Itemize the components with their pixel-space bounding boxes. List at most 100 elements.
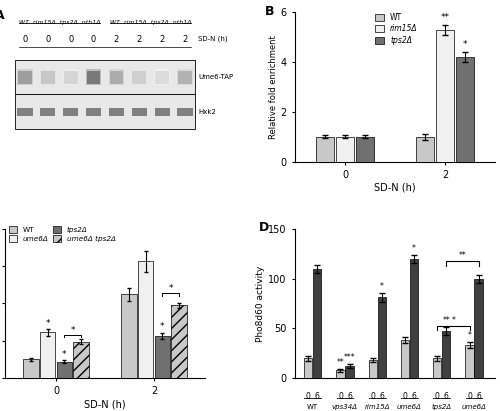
Bar xyxy=(108,69,124,85)
Bar xyxy=(336,370,344,378)
Text: *: * xyxy=(46,319,50,328)
X-axis label: SD-N (h): SD-N (h) xyxy=(374,183,416,193)
Text: *: * xyxy=(468,331,471,340)
Text: *: * xyxy=(380,282,384,291)
Bar xyxy=(456,57,474,162)
Bar xyxy=(416,137,434,162)
Text: ume6Δ
tps2Δ: ume6Δ tps2Δ xyxy=(462,404,486,411)
Text: 2: 2 xyxy=(160,35,165,44)
Bar xyxy=(466,345,473,378)
Bar xyxy=(63,108,78,116)
Bar xyxy=(346,366,354,378)
Text: 6: 6 xyxy=(347,392,352,401)
Bar xyxy=(17,69,33,85)
Bar xyxy=(132,69,147,85)
Bar xyxy=(109,108,124,116)
Text: 2: 2 xyxy=(136,35,142,44)
Text: 0: 0 xyxy=(467,392,472,401)
Text: 0: 0 xyxy=(402,392,407,401)
Text: 6: 6 xyxy=(315,392,320,401)
Bar xyxy=(132,108,147,116)
Bar xyxy=(41,71,54,84)
Bar xyxy=(304,358,312,378)
Text: *: * xyxy=(463,40,467,49)
Bar xyxy=(178,108,192,116)
Bar xyxy=(86,69,102,85)
Text: 0: 0 xyxy=(370,392,375,401)
Text: WT  rim15Δ  tps2Δ  nth1Δ: WT rim15Δ tps2Δ nth1Δ xyxy=(110,20,192,25)
Text: 0: 0 xyxy=(22,35,28,44)
Bar xyxy=(132,71,146,84)
Bar xyxy=(442,331,450,378)
Text: **: ** xyxy=(458,251,466,260)
Text: D: D xyxy=(259,222,269,234)
Text: ume6Δ: ume6Δ xyxy=(397,404,422,410)
Text: WT  rim15Δ  tps2Δ  nth1Δ: WT rim15Δ tps2Δ nth1Δ xyxy=(18,20,100,25)
Bar xyxy=(63,69,78,85)
Text: *: * xyxy=(62,350,66,359)
Bar xyxy=(40,332,56,378)
Bar xyxy=(138,261,154,378)
Text: 2: 2 xyxy=(182,35,188,44)
Text: 6: 6 xyxy=(476,392,481,401)
Y-axis label: Pho8d60 activity: Pho8d60 activity xyxy=(256,266,266,342)
Bar xyxy=(15,95,195,129)
Y-axis label: Relative fold enrichment: Relative fold enrichment xyxy=(268,35,278,139)
Bar xyxy=(40,69,56,85)
Bar xyxy=(172,305,186,378)
Bar xyxy=(56,362,72,378)
Text: B: B xyxy=(265,5,274,18)
Text: tps2Δ: tps2Δ xyxy=(432,404,452,410)
Text: 0: 0 xyxy=(435,392,440,401)
Text: Ume6-TAP: Ume6-TAP xyxy=(198,74,233,80)
Bar xyxy=(40,108,56,116)
Bar xyxy=(474,279,482,378)
Text: 2: 2 xyxy=(114,35,119,44)
Text: rim15Δ: rim15Δ xyxy=(364,404,390,410)
Bar xyxy=(86,71,101,84)
Text: 0: 0 xyxy=(91,35,96,44)
Bar xyxy=(336,137,354,162)
Bar xyxy=(110,71,124,84)
Bar xyxy=(401,340,409,378)
Text: 6: 6 xyxy=(412,392,416,401)
Text: WT: WT xyxy=(307,404,318,410)
Text: *: * xyxy=(412,244,416,253)
X-axis label: SD-N (h): SD-N (h) xyxy=(84,399,126,409)
Bar xyxy=(18,71,32,84)
Bar xyxy=(433,358,442,378)
Text: *: * xyxy=(70,326,75,335)
Bar xyxy=(122,294,136,378)
Text: *: * xyxy=(168,284,173,293)
Text: A: A xyxy=(0,9,4,22)
Text: Hxk2: Hxk2 xyxy=(198,109,216,115)
Text: ***: *** xyxy=(344,353,355,362)
Legend: WT, rim15Δ, tps2Δ: WT, rim15Δ, tps2Δ xyxy=(375,13,418,45)
Bar xyxy=(368,360,377,378)
Text: 6: 6 xyxy=(444,392,448,401)
Text: SD-N (h): SD-N (h) xyxy=(198,36,228,42)
Text: 0: 0 xyxy=(306,392,310,401)
Bar xyxy=(316,137,334,162)
Bar xyxy=(15,60,195,95)
Bar xyxy=(154,69,170,85)
Bar xyxy=(356,137,374,162)
Text: 0: 0 xyxy=(45,35,51,44)
Bar xyxy=(154,336,170,378)
Text: vps34Δ: vps34Δ xyxy=(332,404,358,410)
Legend: WT, ume6Δ, tps2Δ, ume6Δ tps2Δ: WT, ume6Δ, tps2Δ, ume6Δ tps2Δ xyxy=(8,226,116,242)
Text: *: * xyxy=(452,316,456,326)
Text: **: ** xyxy=(440,13,450,22)
Bar xyxy=(86,108,101,116)
Bar xyxy=(378,298,386,378)
Bar xyxy=(18,108,32,116)
Bar xyxy=(74,342,88,378)
Text: **: ** xyxy=(442,316,450,326)
Bar xyxy=(177,69,193,85)
Text: *: * xyxy=(160,322,164,331)
Text: **: ** xyxy=(336,358,344,367)
Bar xyxy=(24,360,38,378)
Bar xyxy=(436,30,454,162)
Text: 6: 6 xyxy=(380,392,384,401)
Bar xyxy=(154,108,170,116)
